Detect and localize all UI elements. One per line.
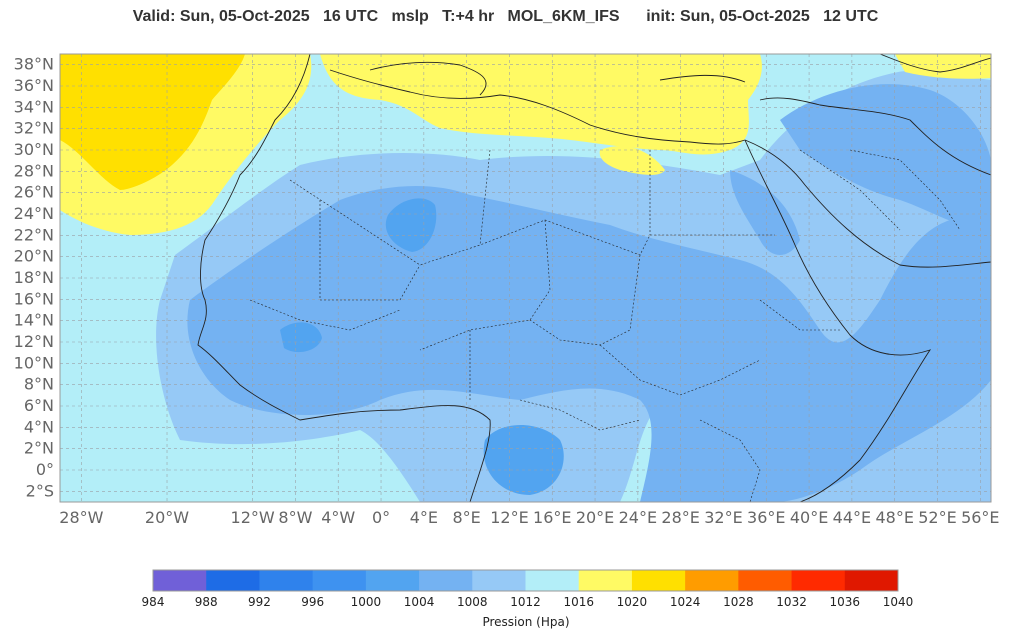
init-time: 12 UTC — [823, 8, 879, 25]
plot-frame — [59, 53, 992, 503]
map-title: Valid: Sun, 05-Oct-2025 16 UTC mslp T:+4… — [0, 8, 1011, 26]
field-name: mslp — [391, 8, 429, 25]
lat-tick-label: 14°N — [14, 311, 54, 330]
colorbar-swatch — [206, 570, 260, 591]
colorbar-tick-label: 984 — [142, 595, 165, 609]
lon-tick-label: 8°E — [452, 508, 480, 527]
colorbar-tick-label: 1028 — [723, 595, 754, 609]
pressure-low-core-congo — [483, 425, 564, 495]
lon-tick-label: 48°E — [875, 508, 913, 527]
country-borders — [249, 149, 961, 502]
valid-date: Valid: Sun, 05-Oct-2025 — [132, 8, 310, 25]
pressure-zone-1020-ne — [895, 54, 991, 79]
lon-tick-label: 56°E — [961, 508, 999, 527]
lon-tick-label: 4°W — [321, 508, 355, 527]
colorbar-swatch — [419, 570, 473, 591]
pressure-low-core-westafrica — [280, 322, 322, 353]
colorbar-swatch — [578, 570, 633, 591]
lon-tick-label: 40°E — [790, 508, 828, 527]
colorbar-tick-label: 988 — [195, 595, 218, 609]
coastlines — [197, 54, 991, 502]
lat-tick-label: 28°N — [14, 161, 54, 180]
colorbar-swatch — [153, 570, 207, 591]
colorbar-tick-label: 1004 — [404, 595, 435, 609]
lat-tick-label: 0° — [36, 460, 54, 479]
lat-tick-label: 22°N — [14, 225, 54, 244]
colorbar-swatch — [472, 570, 526, 591]
pressure-zone-1004-red-sea — [730, 170, 800, 255]
lon-tick-label: 28°W — [59, 508, 103, 527]
colorbar-swatch — [685, 570, 739, 591]
colorbar-swatch — [259, 570, 314, 591]
lon-tick-label: 24°E — [619, 508, 657, 527]
lead-time: T:+4 hr — [442, 8, 495, 25]
colorbar-tick-label: 996 — [301, 595, 324, 609]
lat-tick-label: 30°N — [14, 140, 54, 159]
colorbar-tick-label: 1036 — [830, 595, 861, 609]
lon-tick-label: 32°E — [704, 508, 742, 527]
lat-tick-label: 6°N — [24, 396, 54, 415]
lat-tick-label: 16°N — [14, 289, 54, 308]
colorbar: 984 988 992 996 1000 1004 1008 1012 1016 1020 1024… — [142, 569, 914, 609]
lat-tick-label: 10°N — [14, 353, 54, 372]
lat-tick-label: 12°N — [14, 332, 54, 351]
lon-tick-label: 16°E — [533, 508, 571, 527]
valid-time: 16 UTC — [323, 8, 379, 25]
lon-tick-label: 8°W — [278, 508, 312, 527]
lat-tick-label: 24°N — [14, 204, 54, 223]
colorbar-tick-label: 1040 — [883, 595, 914, 609]
init-date: init: Sun, 05-Oct-2025 — [646, 8, 810, 25]
colorbar-swatch — [791, 570, 846, 591]
colorbar-swatch — [738, 570, 793, 591]
pressure-high-core-azores — [60, 54, 245, 190]
colorbar-tick-label: 1020 — [617, 595, 648, 609]
colorbar-tick-label: 1016 — [563, 595, 594, 609]
colorbar-tick-label: 1012 — [510, 595, 541, 609]
colorbar-tick-label: 1032 — [776, 595, 807, 609]
lon-tick-label: 20°E — [576, 508, 614, 527]
pressure-zone-1020-egypt — [599, 146, 665, 175]
lat-tick-label: 2°S — [26, 481, 54, 500]
lat-tick-label: 20°N — [14, 247, 54, 266]
lat-tick-label: 34°N — [14, 97, 54, 116]
colorbar-swatch — [312, 570, 367, 591]
lat-tick-label: 36°N — [14, 76, 54, 95]
lon-tick-label: 0° — [372, 508, 390, 527]
lat-tick-label: 4°N — [24, 417, 54, 436]
colorbar-swatch — [525, 570, 580, 591]
lon-tick-label: 20°W — [145, 508, 189, 527]
pressure-field — [60, 54, 991, 502]
colorbar-swatch — [844, 570, 899, 591]
lon-tick-label: 4°E — [410, 508, 438, 527]
model-name: MOL_6KM_IFS — [507, 8, 620, 25]
lon-tick-label: 52°E — [918, 508, 956, 527]
lon-tick-label: 36°E — [747, 508, 785, 527]
lon-tick-label: 28°E — [661, 508, 699, 527]
colorbar-tick-label: 1008 — [457, 595, 488, 609]
lon-tick-label: 44°E — [833, 508, 871, 527]
lat-tick-label: 2°N — [24, 439, 54, 458]
colorbar-tick-label: 992 — [248, 595, 271, 609]
pressure-zone-1004 — [187, 185, 991, 502]
colorbar-tick-label: 1024 — [670, 595, 701, 609]
lat-tick-label: 26°N — [14, 183, 54, 202]
latitude-tick-labels: 38°N 36°N 34°N 32°N 30°N 28°N 26°N 24°N 22°N 20°N… — [14, 55, 54, 501]
lat-tick-label: 32°N — [14, 119, 54, 138]
lat-tick-label: 38°N — [14, 55, 54, 74]
colorbar-swatch — [365, 570, 420, 591]
colorbar-frame — [152, 569, 899, 592]
lat-tick-label: 18°N — [14, 268, 54, 287]
lon-tick-label: 12°W — [231, 508, 275, 527]
longitude-tick-labels: 28°W 20°W 12°W 8°W 4°W 0° 4°E 8°E 12°E 16°E 20°E 24… — [59, 508, 999, 527]
lon-tick-label: 12°E — [490, 508, 528, 527]
colorbar-swatch — [631, 570, 686, 591]
lat-tick-label: 8°N — [24, 375, 54, 394]
colorbar-tick-label: 1000 — [351, 595, 382, 609]
colorbar-title: Pression (Hpa) — [482, 615, 569, 629]
